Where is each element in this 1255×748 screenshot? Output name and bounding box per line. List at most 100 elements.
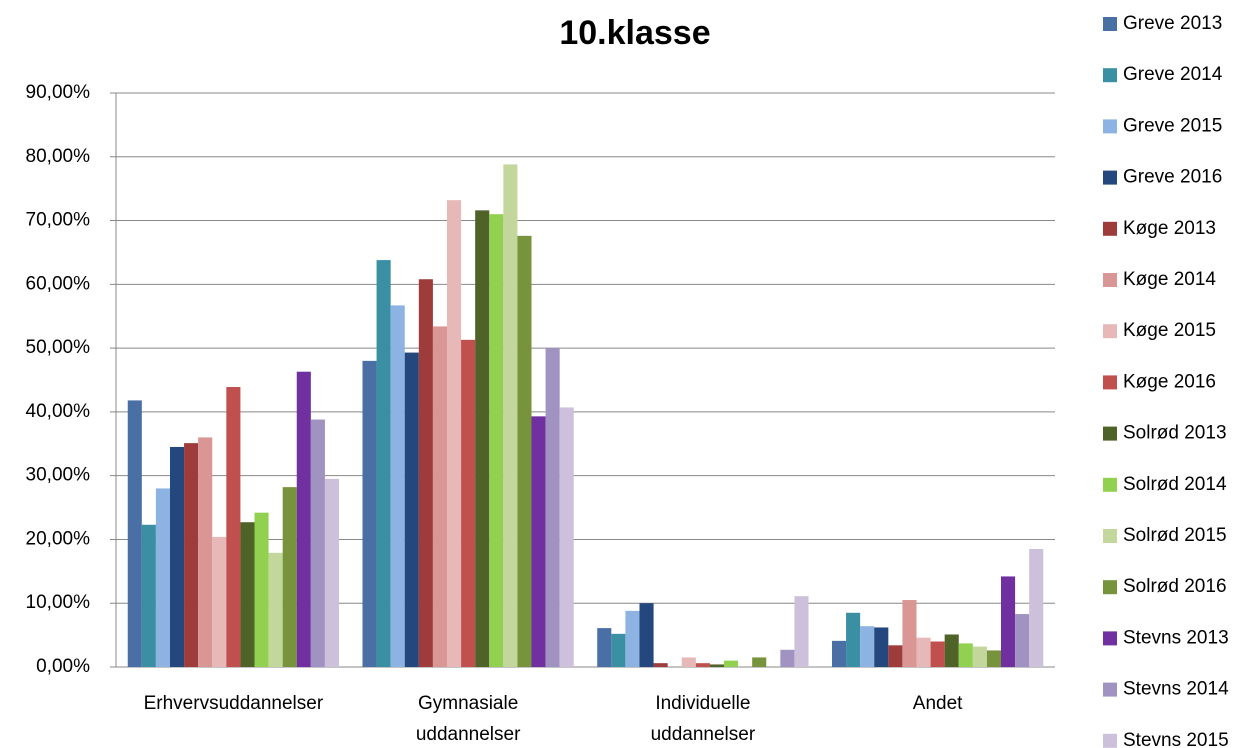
bar	[127, 400, 142, 667]
legend-label: Greve 2015	[1123, 115, 1222, 136]
bar	[611, 633, 626, 667]
bar	[296, 371, 311, 667]
legend-swatch	[1103, 273, 1117, 287]
bar	[653, 663, 668, 667]
bar	[930, 641, 945, 667]
bar	[860, 626, 875, 667]
bar	[780, 649, 795, 667]
bar	[240, 522, 255, 667]
bar	[362, 360, 377, 667]
legend-label: Køge 2015	[1123, 320, 1216, 341]
y-tick-label: 70,00%	[26, 210, 91, 231]
bar	[1001, 576, 1016, 667]
y-tick-label: 80,00%	[26, 146, 91, 167]
bar	[1015, 614, 1030, 667]
bar	[432, 326, 447, 667]
chart-title: 10.klasse	[559, 14, 710, 52]
bar	[310, 419, 325, 667]
legend-label: Greve 2013	[1123, 13, 1222, 34]
legend-label: Solrød 2014	[1123, 474, 1227, 495]
x-tick-label: Gymnasiale uddannelser	[415, 693, 521, 745]
bar	[461, 339, 476, 667]
bar	[944, 634, 959, 667]
bar	[846, 612, 861, 667]
legend-label: Køge 2014	[1123, 269, 1216, 290]
bar	[475, 210, 490, 667]
bar	[169, 446, 185, 667]
bar	[916, 637, 931, 667]
bar	[709, 664, 725, 667]
legend-swatch	[1103, 477, 1117, 492]
y-tick-label: 20,00%	[26, 528, 91, 549]
y-tick-label: 60,00%	[26, 273, 91, 294]
bar	[503, 164, 518, 668]
legend-label: Solrød 2013	[1123, 423, 1227, 444]
bar	[155, 488, 170, 667]
bar	[559, 407, 574, 667]
bar	[324, 478, 340, 667]
legend-label: Stevns 2013	[1123, 627, 1229, 648]
bar	[141, 524, 156, 667]
bar	[254, 512, 269, 667]
bar	[268, 552, 283, 667]
legend-swatch	[1103, 733, 1117, 748]
legend-swatch	[1103, 324, 1117, 339]
legend-swatch	[1103, 170, 1117, 185]
bar	[724, 660, 739, 667]
legend-swatch	[1103, 17, 1117, 31]
bar	[831, 640, 847, 667]
x-tick-label: Erhvervsuddannelser	[143, 693, 324, 714]
y-tick-label: 50,00%	[26, 337, 91, 358]
legend-label: Solrød 2016	[1123, 576, 1227, 597]
bar	[390, 305, 405, 667]
bar	[597, 628, 612, 667]
legend-swatch	[1103, 119, 1117, 134]
bar	[517, 235, 532, 667]
bar	[625, 610, 640, 667]
bar	[902, 600, 917, 667]
bar	[418, 279, 433, 667]
bar	[198, 437, 213, 667]
legend-label: Greve 2014	[1123, 64, 1223, 85]
legend-swatch	[1103, 529, 1117, 543]
bar	[184, 443, 199, 667]
legend-swatch	[1103, 221, 1117, 236]
bar	[226, 387, 241, 667]
bar	[695, 663, 710, 667]
bar	[376, 260, 391, 667]
legend-label: Stevns 2015	[1123, 730, 1229, 748]
bar	[681, 657, 696, 667]
legend-label: Greve 2016	[1123, 167, 1222, 188]
legend-swatch	[1103, 68, 1117, 83]
bar	[874, 627, 889, 667]
bar	[489, 214, 504, 667]
legend-label: Køge 2013	[1123, 218, 1216, 239]
bar	[752, 657, 767, 667]
legend-swatch	[1103, 426, 1117, 441]
legend-swatch	[1103, 580, 1117, 595]
legend-swatch	[1103, 375, 1117, 390]
bar	[986, 650, 1002, 667]
bar	[639, 603, 654, 667]
y-tick-label: 40,00%	[26, 401, 91, 422]
y-tick-label: 90,00%	[26, 82, 91, 103]
bar	[794, 596, 809, 667]
legend-swatch	[1103, 682, 1117, 697]
bar	[1029, 549, 1044, 667]
bar	[282, 487, 297, 667]
legend-label: Solrød 2015	[1123, 525, 1227, 546]
y-tick-label: 10,00%	[26, 592, 91, 613]
legend-label: Stevns 2014	[1123, 679, 1229, 700]
bar	[545, 348, 560, 667]
y-tick-label: 30,00%	[26, 465, 91, 486]
bar	[404, 352, 419, 667]
x-tick-label: Andet	[912, 693, 963, 714]
x-tick-label: Individuelle uddannelser	[650, 693, 756, 745]
bar	[888, 645, 903, 667]
bar	[972, 646, 987, 667]
legend-label: Køge 2016	[1123, 371, 1216, 392]
bar	[446, 200, 462, 667]
bar	[531, 416, 546, 667]
